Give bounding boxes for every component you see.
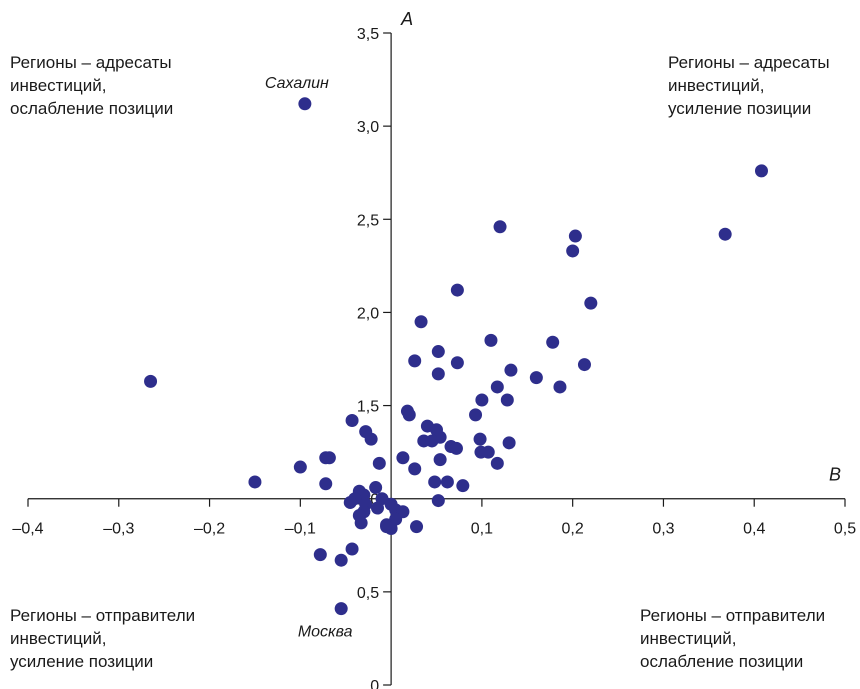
data-point bbox=[502, 436, 516, 450]
quadrant-bottom-right-line-2: инвестиций, bbox=[640, 629, 736, 648]
data-point bbox=[431, 367, 445, 381]
y-tick-label: 0,5 bbox=[357, 585, 379, 602]
axes bbox=[28, 33, 845, 685]
data-points bbox=[144, 97, 768, 616]
x-tick-label: 0,1 bbox=[471, 521, 493, 538]
x-tick-label: 0,3 bbox=[652, 521, 674, 538]
data-point bbox=[248, 475, 262, 489]
data-point bbox=[372, 456, 386, 470]
data-point bbox=[433, 453, 447, 467]
data-point bbox=[450, 283, 464, 297]
quadrant-top-right-line-3: усиление позиции bbox=[668, 99, 811, 118]
point-annotations: Сахалин Москва bbox=[265, 75, 353, 641]
quadrant-bottom-left-line-2: инвестиций, bbox=[10, 629, 106, 648]
data-point bbox=[577, 358, 591, 372]
data-point bbox=[369, 481, 383, 495]
y-tick-label: 2,0 bbox=[357, 305, 379, 322]
quadrant-bottom-left-line-1: Регионы – отправители bbox=[10, 606, 195, 625]
quadrant-top-right-line-1: Регионы – адресаты bbox=[668, 53, 830, 72]
quadrant-bottom-right-line-1: Регионы – отправители bbox=[640, 606, 825, 625]
point-annotation: Сахалин bbox=[265, 75, 329, 92]
data-point bbox=[425, 434, 439, 448]
x-tick-label: –0,4 bbox=[12, 521, 43, 538]
quadrant-bottom-right-line-3: ослабление позиции bbox=[640, 652, 803, 671]
data-point bbox=[456, 479, 470, 493]
data-point bbox=[144, 374, 158, 388]
data-point bbox=[493, 220, 507, 234]
y-tick-label: 2,5 bbox=[357, 212, 379, 229]
data-point bbox=[364, 432, 378, 446]
data-point bbox=[473, 432, 487, 446]
x-tick-label: 0,5 bbox=[834, 521, 856, 538]
y-tick-label: 3,0 bbox=[357, 119, 379, 136]
data-point bbox=[440, 475, 454, 489]
data-point bbox=[490, 456, 504, 470]
data-point bbox=[343, 495, 357, 509]
data-point bbox=[345, 542, 359, 556]
data-point bbox=[484, 333, 498, 347]
x-tick-label: 0,2 bbox=[562, 521, 584, 538]
data-point bbox=[449, 441, 463, 455]
data-point bbox=[334, 553, 348, 567]
data-point bbox=[313, 548, 327, 562]
x-tick-label: 0,4 bbox=[743, 521, 765, 538]
data-point bbox=[469, 408, 483, 422]
data-point bbox=[319, 477, 333, 491]
point-annotation: Москва bbox=[298, 624, 353, 641]
data-point bbox=[718, 227, 732, 241]
y-tick-label: 3,5 bbox=[357, 26, 379, 43]
data-point bbox=[754, 164, 768, 178]
data-point bbox=[475, 393, 489, 407]
data-point bbox=[428, 475, 442, 489]
data-point bbox=[566, 244, 580, 258]
data-point bbox=[529, 371, 543, 385]
data-point bbox=[334, 602, 348, 616]
data-point bbox=[322, 451, 336, 465]
x-tick-label: –0,1 bbox=[285, 521, 316, 538]
data-point bbox=[546, 335, 560, 349]
data-point bbox=[490, 380, 504, 394]
quadrant-top-left-line-3: ослабление позиции bbox=[10, 99, 173, 118]
y-tick-label: 1,5 bbox=[357, 399, 379, 416]
data-point bbox=[402, 408, 416, 422]
quadrant-top-right-line-2: инвестиций, bbox=[668, 76, 764, 95]
data-point bbox=[500, 393, 514, 407]
data-point bbox=[354, 516, 368, 530]
x-axis-label: B bbox=[829, 465, 841, 485]
quadrant-labels: Регионы – адресаты инвестиций, ослаблени… bbox=[10, 53, 830, 671]
data-point bbox=[298, 97, 312, 111]
quadrant-top-left-line-1: Регионы – адресаты bbox=[10, 53, 172, 72]
quadrant-bottom-left-line-3: усиление позиции bbox=[10, 652, 153, 671]
data-point bbox=[408, 462, 422, 476]
quadrant-top-left-line-2: инвестиций, bbox=[10, 76, 106, 95]
data-point bbox=[408, 354, 422, 368]
data-point bbox=[370, 501, 384, 515]
data-point bbox=[481, 445, 495, 459]
data-point bbox=[450, 356, 464, 370]
x-tick-label: –0,2 bbox=[194, 521, 225, 538]
data-point bbox=[431, 345, 445, 359]
data-point bbox=[380, 520, 394, 534]
data-point bbox=[568, 229, 582, 243]
x-tick-label: –0,3 bbox=[103, 521, 134, 538]
data-point bbox=[431, 494, 445, 508]
y-tick-label: 0 bbox=[370, 678, 379, 689]
axis-labels: B A bbox=[400, 9, 841, 485]
y-axis-label: A bbox=[400, 9, 413, 29]
data-point bbox=[553, 380, 567, 394]
data-point bbox=[504, 363, 518, 377]
axis-ticks: –0,4–0,3–0,2–0,100,10,20,30,40,500,51,01… bbox=[12, 26, 856, 689]
data-point bbox=[410, 520, 424, 534]
data-point bbox=[396, 451, 410, 465]
data-point bbox=[414, 315, 428, 329]
data-point bbox=[584, 296, 598, 310]
data-point bbox=[293, 460, 307, 474]
data-point bbox=[345, 413, 359, 427]
